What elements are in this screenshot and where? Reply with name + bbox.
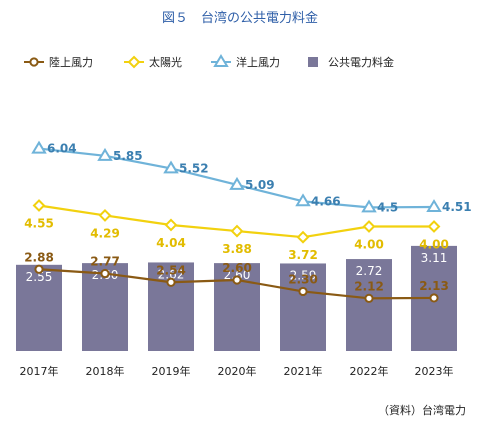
legend: 陸上風力 太陽光 洋上風力 公共電力料金 (24, 54, 394, 69)
bar-value-label: 2.55 (26, 270, 53, 284)
data-point (298, 286, 308, 297)
data-label: 2.54 (156, 263, 186, 277)
data-label: 4.55 (24, 216, 54, 230)
data-label: 4.04 (156, 236, 186, 250)
data-point (34, 264, 44, 274)
data-point (31, 140, 47, 154)
data-point (361, 199, 377, 213)
legend-label: 太陽光 (149, 55, 182, 69)
data-label: 3.88 (222, 242, 252, 256)
legend-marker (127, 55, 141, 69)
x-tick-label: 2021年 (284, 364, 323, 378)
data-point (427, 220, 441, 233)
tariff-bar (148, 262, 194, 351)
data-label: 2.60 (222, 261, 252, 275)
series-diamond: 4.55 4.29 4.04 3.88 3.72 4.00 4.00 (24, 199, 449, 262)
data-label: 5.85 (113, 149, 143, 163)
data-label: 2.12 (354, 279, 384, 293)
x-tick-label: 2022年 (350, 364, 389, 378)
data-point (32, 199, 46, 212)
series-triangle: 6.04 5.85 5.52 5.09 4.66 4.5 4.51 (31, 140, 472, 214)
x-tick-label: 2018年 (86, 364, 125, 378)
data-point (100, 268, 110, 279)
bar-value-label: 2.60 (224, 268, 251, 282)
data-label: 4.5 (377, 200, 398, 214)
x-axis: 2017年 2018年 2019年 2020年 2021年 2022年 2023年 (20, 364, 454, 378)
x-tick-label: 2017年 (20, 364, 59, 378)
bar-value-label: 2.59 (290, 268, 317, 282)
data-label: 2.13 (419, 279, 449, 293)
data-label: 4.66 (311, 194, 341, 208)
data-point (98, 209, 112, 222)
x-tick-label: 2023年 (415, 364, 454, 378)
data-label: 3.72 (288, 248, 318, 262)
series-circle: 2.88 2.77 2.54 2.60 2.30 2.12 2.13 (24, 250, 449, 303)
data-point (229, 176, 245, 190)
data-label: 5.09 (245, 178, 275, 192)
data-label: 5.52 (179, 161, 209, 175)
data-point (296, 230, 310, 244)
legend-label: 公共電力料金 (328, 55, 394, 69)
data-label: 6.04 (47, 142, 77, 156)
data-point (429, 293, 439, 303)
legend-label: 陸上風力 (49, 56, 93, 69)
bar-layer: 2.55 2.60 2.62 2.60 2.59 2.72 3.11 (16, 245, 457, 351)
data-point (97, 147, 113, 161)
legend-marker (213, 54, 229, 67)
legend-marker (308, 57, 318, 67)
tariff-bar (16, 264, 62, 351)
data-point (163, 160, 179, 174)
tariff-bar (346, 259, 392, 351)
data-label: 2.77 (90, 254, 120, 268)
x-tick-label: 2019年 (152, 364, 191, 378)
data-point (295, 193, 311, 207)
data-point (364, 293, 374, 303)
data-point (166, 277, 176, 287)
source-note: （資料）台湾電力 (378, 403, 466, 417)
tariff-bar (280, 263, 326, 351)
data-point (232, 275, 242, 285)
data-point (230, 224, 244, 238)
data-label: 4.00 (419, 238, 449, 252)
data-label: 4.29 (90, 226, 120, 240)
data-point (426, 199, 442, 213)
x-tick-label: 2020年 (218, 364, 257, 378)
chart-title: 図５ 台湾の公共電力料金 (162, 10, 318, 26)
data-label: 4.51 (442, 200, 472, 214)
data-label: 4.00 (354, 238, 384, 252)
bar-value-label: 3.11 (421, 251, 448, 265)
data-label: 2.30 (288, 272, 318, 286)
bar-value-label: 2.72 (356, 264, 383, 278)
data-label: 2.88 (24, 250, 54, 264)
data-point (362, 220, 376, 233)
data-point (164, 218, 178, 232)
legend-label: 洋上風力 (236, 55, 280, 69)
legend-marker (29, 57, 39, 67)
line-layer: 2.88 2.77 2.54 2.60 2.30 2.12 2.13 4.55 4.29 4.04… (24, 140, 472, 303)
bar-value-label: 2.62 (158, 267, 185, 281)
